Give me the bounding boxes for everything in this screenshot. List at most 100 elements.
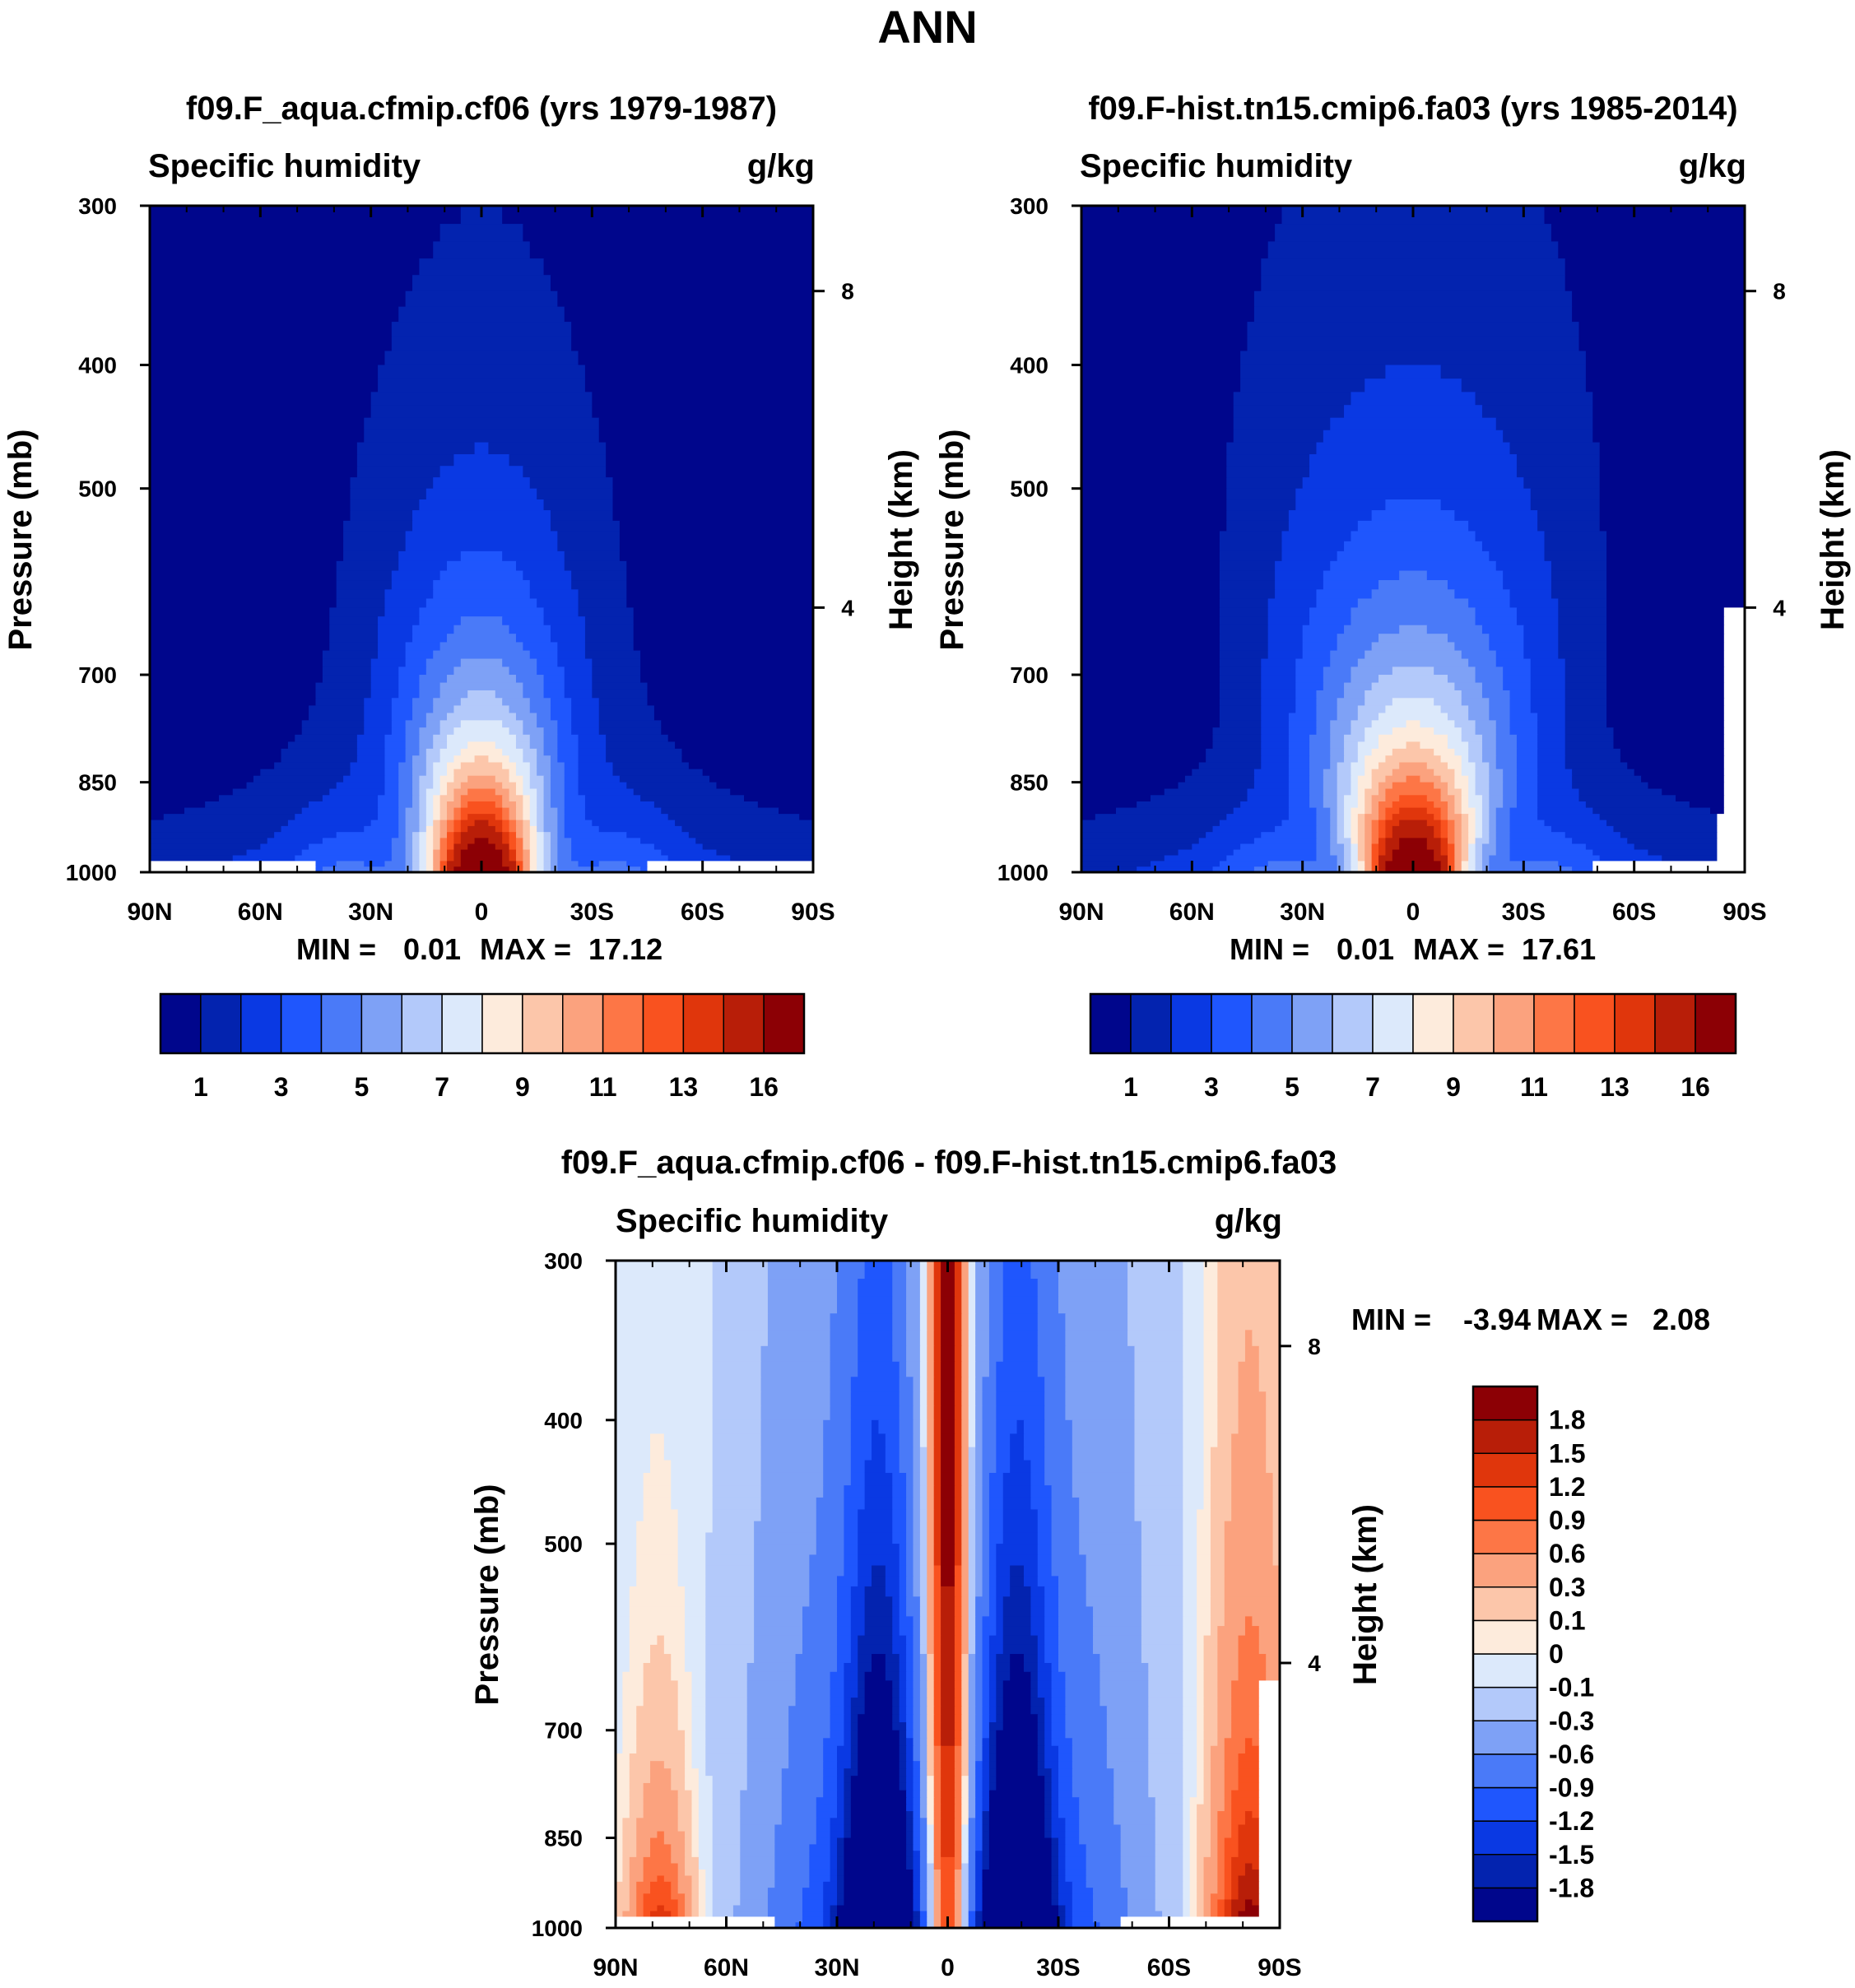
contour-cell — [760, 1361, 831, 1377]
contour-cell — [941, 1831, 955, 1839]
contour-cell — [1231, 1870, 1246, 1877]
contour-cell — [1197, 1776, 1205, 1784]
contour-cell — [927, 1554, 935, 1567]
contour-cell — [1044, 1738, 1053, 1747]
contour-cell — [941, 1377, 955, 1392]
contour-cell — [844, 1671, 858, 1682]
contour-cell — [1357, 713, 1379, 722]
contour-cell — [961, 1521, 969, 1534]
contour-cell — [858, 1532, 893, 1544]
contour-cell — [1634, 843, 1718, 851]
contour-cell — [844, 1782, 852, 1791]
height-tick-label: 8 — [1308, 1334, 1321, 1359]
contour-cell — [584, 642, 635, 652]
contour-cell — [982, 1911, 1059, 1918]
contour-cell — [913, 1870, 921, 1877]
contour-cell — [919, 1296, 928, 1314]
contour-cell — [1072, 1905, 1094, 1912]
contour-cell — [1058, 1768, 1073, 1777]
contour-cell — [1530, 667, 1566, 676]
contour-cell — [685, 1616, 706, 1627]
contour-cell — [598, 417, 814, 431]
contour-cell — [1258, 1782, 1281, 1791]
contour-cell — [1058, 1279, 1128, 1298]
contour-cell — [996, 1405, 1045, 1421]
contour-cell — [705, 1870, 714, 1877]
contour-cell — [1240, 843, 1318, 851]
contour-cell — [1058, 1870, 1067, 1877]
contour-cell — [941, 1706, 955, 1715]
contour-cell — [1266, 1405, 1281, 1421]
contour-cell — [1240, 801, 1290, 809]
contour-cell — [1238, 1881, 1260, 1888]
contour-cell — [1357, 861, 1365, 867]
contour-cell — [1365, 650, 1462, 660]
contour-cell — [616, 1905, 630, 1912]
contour-cell — [1081, 580, 1220, 591]
contour-cell — [650, 1460, 672, 1474]
contour-cell — [1247, 322, 1580, 337]
contour-cell — [919, 1831, 928, 1839]
contour-cell — [1113, 1811, 1156, 1819]
panel-c-units: g/kg — [1215, 1203, 1282, 1239]
contour-cell — [933, 1768, 941, 1777]
contour-cell — [885, 1433, 900, 1448]
contour-cell — [1523, 477, 1601, 490]
contour-cell — [1238, 1671, 1267, 1682]
contour-cell — [616, 1851, 624, 1858]
contour-cell — [1495, 807, 1511, 815]
contour-cell — [626, 598, 814, 609]
contour-cell — [329, 642, 379, 652]
colorbar-swatch — [1472, 1486, 1538, 1521]
contour-cell — [913, 1662, 921, 1673]
contour-cell — [1224, 1738, 1246, 1747]
contour-cell — [1183, 1745, 1197, 1754]
contour-cell — [1252, 1863, 1260, 1870]
contour-cell — [988, 1837, 1053, 1846]
contour-cell — [1365, 762, 1379, 770]
contour-cell — [1503, 667, 1532, 676]
contour-cell — [529, 762, 537, 770]
contour-cell — [1183, 1768, 1197, 1777]
contour-cell — [1337, 866, 1345, 873]
contour-cell — [927, 1596, 935, 1608]
contour-cell — [336, 560, 399, 572]
contour-cell — [858, 1745, 900, 1754]
contour-cell — [1065, 1837, 1080, 1846]
contour-cell — [509, 838, 517, 845]
contour-cell — [1258, 1738, 1281, 1747]
contour-cell — [837, 1753, 852, 1762]
contour-cell — [1231, 1485, 1274, 1498]
contour-cell — [954, 1576, 963, 1587]
contour-cell — [1365, 769, 1373, 777]
contour-cell — [844, 1532, 858, 1544]
contour-cell — [1523, 650, 1560, 660]
contour-cell — [1058, 1644, 1094, 1655]
contour-cell — [1468, 705, 1490, 714]
contour-cell — [419, 258, 545, 276]
contour-cell — [830, 1330, 858, 1347]
contour-cell — [1371, 866, 1379, 873]
contour-cell — [1203, 1768, 1211, 1777]
contour-cell — [975, 1544, 983, 1556]
contour-cell — [941, 1616, 955, 1627]
contour-cell — [906, 1644, 914, 1655]
contour-cell — [1537, 769, 1573, 777]
contour-cell — [1606, 541, 1746, 552]
contour-cell — [1468, 814, 1476, 821]
contour-cell — [150, 560, 337, 572]
contour-cell — [1010, 1662, 1025, 1673]
contour-cell — [712, 1776, 748, 1784]
contour-cell — [1010, 1433, 1025, 1448]
contour-cell — [968, 1863, 976, 1870]
contour-cell — [1302, 650, 1331, 660]
contour-cell — [933, 1419, 941, 1435]
contour-cell — [767, 1911, 803, 1918]
contour-cell — [616, 1888, 630, 1895]
contour-cell — [619, 520, 814, 532]
contour-cell — [509, 855, 517, 862]
contour-cell — [941, 1405, 955, 1421]
contour-cell — [447, 741, 468, 750]
contour-cell — [954, 1377, 963, 1392]
contour-cell — [892, 1313, 907, 1331]
